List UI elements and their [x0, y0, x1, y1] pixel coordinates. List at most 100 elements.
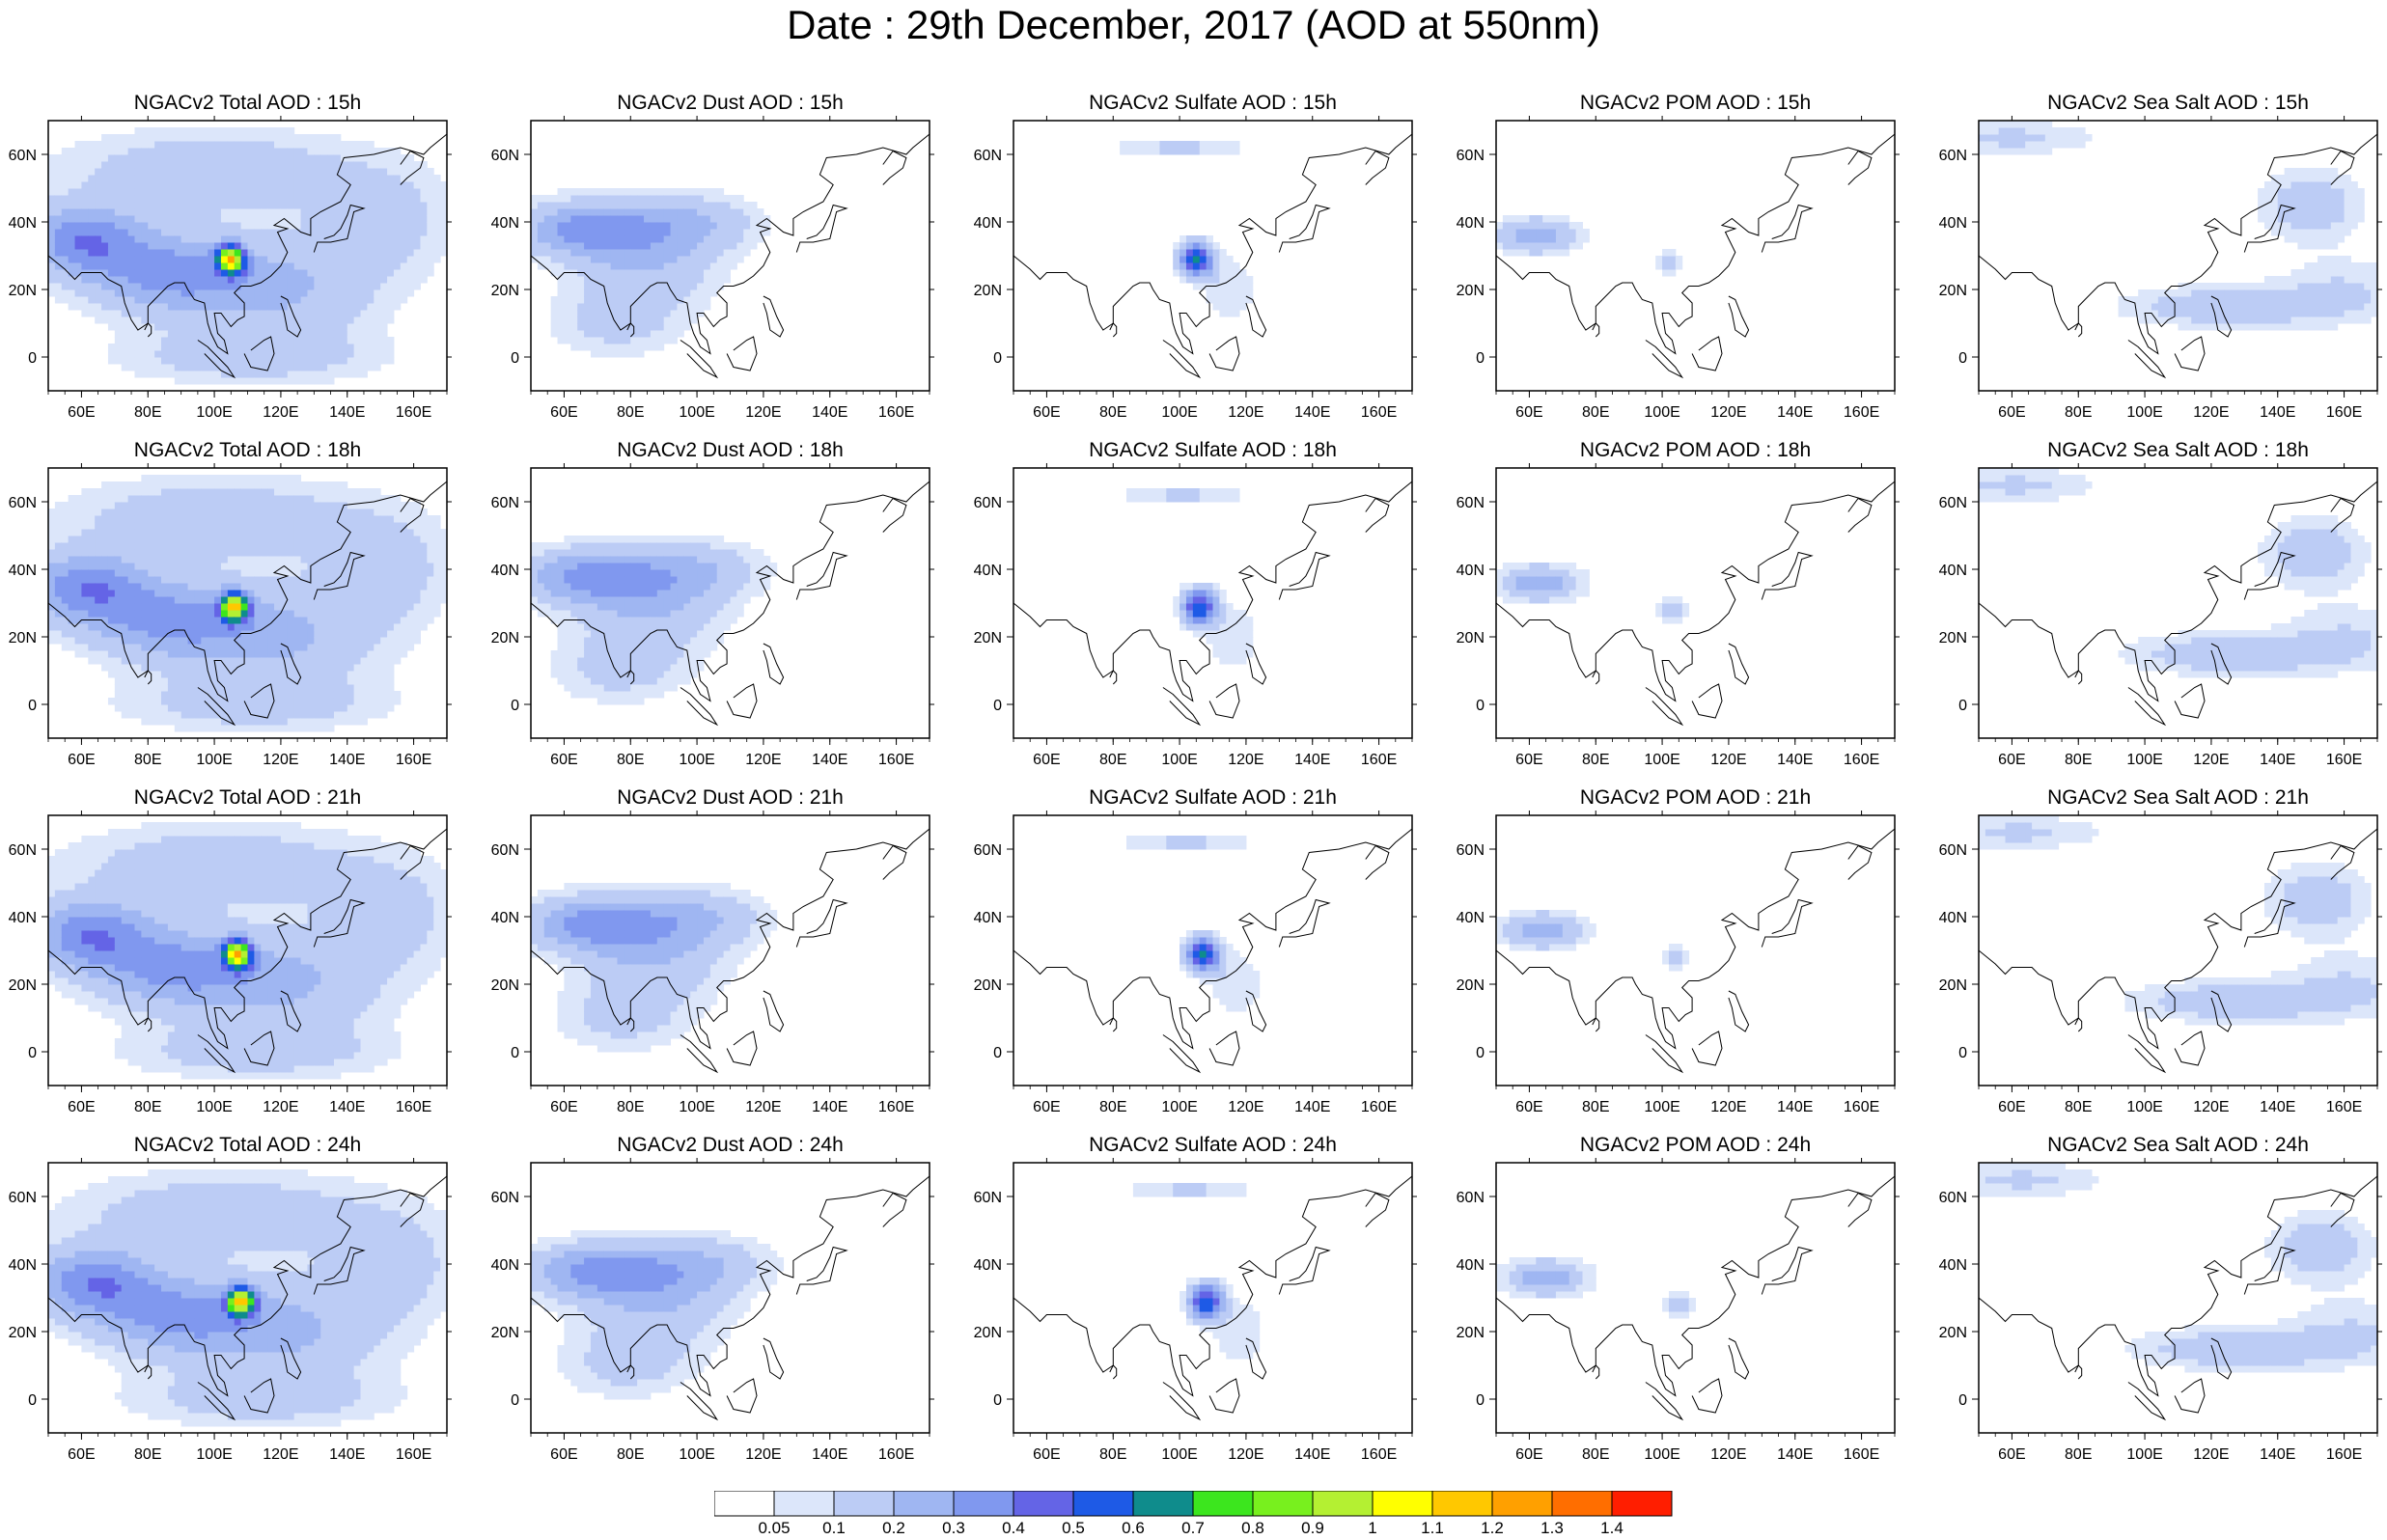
aod-cell — [380, 154, 388, 162]
aod-cell — [148, 127, 155, 135]
aod-cell — [127, 195, 135, 203]
aod-cell — [670, 276, 678, 284]
aod-cell — [333, 256, 342, 263]
aod-cell — [280, 161, 289, 169]
aod-cell — [650, 188, 658, 196]
aod-cell — [663, 229, 672, 236]
aod-cell — [340, 303, 348, 311]
aod-cell — [590, 323, 598, 331]
coastline — [763, 295, 785, 338]
aod-cell — [148, 181, 155, 189]
aod-cell — [267, 502, 275, 509]
aod-cell — [154, 549, 162, 557]
aod-cell — [101, 289, 109, 297]
aod-cell — [88, 154, 96, 162]
aod-cell — [148, 630, 155, 638]
aod-cell — [723, 208, 731, 216]
aod-cell — [95, 529, 102, 536]
aod-cell — [247, 303, 255, 311]
aod-cell — [1991, 127, 2000, 135]
aod-cell — [254, 377, 262, 385]
aod-cell — [95, 276, 102, 284]
aod-cell — [261, 610, 268, 618]
aod-cell — [194, 208, 202, 216]
aod-cell — [2018, 141, 2026, 149]
aod-cell — [293, 684, 302, 692]
aod-cell — [590, 303, 598, 311]
coastline — [1013, 120, 1413, 355]
aod-cell — [141, 283, 149, 290]
aod-cell — [141, 630, 149, 638]
aod-cell — [1185, 141, 1194, 149]
aod-cell — [240, 671, 248, 678]
aod-cell — [656, 269, 665, 277]
aod-cell — [148, 576, 155, 584]
aod-cell — [194, 657, 202, 665]
aod-cell — [274, 289, 282, 297]
aod-cell — [194, 509, 202, 516]
aod-cell — [161, 337, 169, 344]
aod-cell — [161, 529, 169, 536]
aod-cell — [180, 583, 189, 591]
aod-cell — [161, 691, 169, 699]
aod-cell — [48, 249, 56, 257]
aod-cell — [180, 127, 189, 135]
aod-cell — [107, 583, 116, 591]
aod-cell — [730, 235, 737, 243]
aod-cell — [314, 161, 321, 169]
aod-cell — [2297, 242, 2305, 250]
aod-cell — [127, 711, 135, 719]
aod-cell — [61, 542, 69, 550]
aod-cell — [48, 195, 56, 203]
aod-cell — [81, 644, 89, 651]
aod-cell — [2251, 283, 2259, 290]
aod-cell — [141, 664, 149, 672]
aod-cell — [2323, 256, 2332, 263]
aod-cell — [234, 357, 242, 365]
aod-cell — [2258, 215, 2265, 223]
aod-cell — [2178, 323, 2185, 331]
aod-cell — [208, 515, 215, 523]
lat-tick-label: 60N — [974, 148, 1002, 164]
aod-cell — [1206, 148, 1213, 155]
aod-cell — [1180, 256, 1187, 263]
aod-cell — [2164, 289, 2173, 297]
aod-cell — [214, 725, 222, 732]
aod-cell — [677, 303, 684, 311]
aod-cell — [247, 617, 255, 624]
aod-cell — [380, 235, 388, 243]
aod-cell — [293, 583, 302, 591]
aod-cell — [387, 242, 395, 250]
aod-cell — [1998, 134, 2007, 142]
aod-cell — [1575, 235, 1583, 243]
aod-cell — [107, 563, 116, 570]
aod-cell — [327, 283, 335, 290]
aod-cell — [2311, 181, 2318, 189]
aod-cell — [1159, 141, 1167, 149]
aod-cell — [220, 495, 229, 503]
aod-cell — [68, 262, 76, 270]
aod-cell — [54, 576, 63, 584]
aod-cell — [2337, 310, 2345, 317]
aod-cell — [101, 154, 109, 162]
aod-cell — [1226, 310, 1234, 317]
aod-cell — [81, 488, 89, 496]
aod-cell — [374, 330, 381, 338]
aod-cell — [2344, 256, 2351, 263]
aod-cell — [374, 249, 381, 257]
aod-cell — [247, 475, 255, 482]
aod-cell — [114, 698, 123, 705]
aod-cell — [148, 596, 155, 604]
aod-cell — [2005, 134, 2012, 142]
aod-cell — [101, 316, 109, 324]
aod-cell — [347, 283, 355, 290]
aod-cell — [597, 323, 605, 331]
aod-cell — [543, 229, 552, 236]
aod-cell — [114, 549, 123, 557]
aod-cell — [127, 276, 135, 284]
aod-cell — [2337, 195, 2345, 203]
aod-cell — [1180, 235, 1187, 243]
lat-tick-label: 20N — [1457, 283, 1485, 299]
aod-cell — [88, 148, 96, 155]
aod-cell — [690, 229, 698, 236]
